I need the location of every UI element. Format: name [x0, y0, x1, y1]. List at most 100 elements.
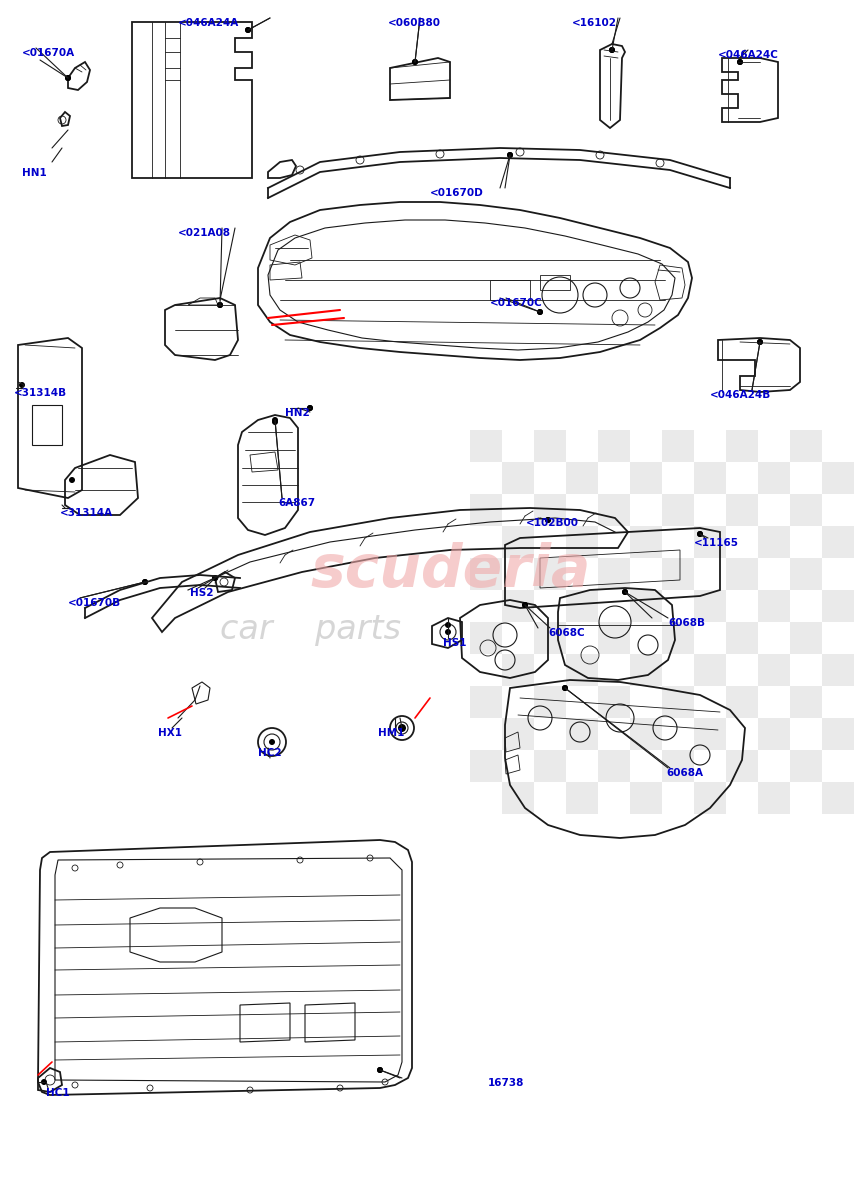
Circle shape: [507, 152, 513, 158]
Text: <01670A: <01670A: [22, 48, 75, 58]
Circle shape: [217, 302, 223, 308]
Bar: [566, 526, 598, 558]
Bar: [566, 718, 598, 750]
Bar: [470, 750, 502, 782]
Bar: [502, 654, 534, 686]
Bar: [694, 462, 726, 494]
Bar: [822, 462, 854, 494]
Text: HC2: HC2: [258, 748, 281, 758]
Bar: [470, 622, 502, 654]
Circle shape: [609, 47, 615, 53]
Bar: [630, 462, 662, 494]
Bar: [630, 526, 662, 558]
Circle shape: [412, 59, 418, 65]
Circle shape: [545, 517, 551, 523]
Bar: [790, 686, 822, 718]
Bar: [694, 782, 726, 814]
Bar: [534, 558, 566, 590]
Bar: [726, 430, 758, 462]
Circle shape: [142, 578, 148, 584]
Bar: [502, 590, 534, 622]
Bar: [534, 430, 566, 462]
Bar: [822, 654, 854, 686]
Bar: [726, 622, 758, 654]
Circle shape: [522, 602, 528, 608]
Bar: [598, 622, 630, 654]
Bar: [758, 590, 790, 622]
Bar: [470, 494, 502, 526]
Bar: [694, 590, 726, 622]
Circle shape: [562, 685, 568, 691]
Circle shape: [19, 382, 25, 388]
Bar: [566, 782, 598, 814]
Circle shape: [697, 530, 703, 538]
Circle shape: [445, 622, 451, 628]
Text: HN1: HN1: [22, 168, 47, 178]
Text: 6068C: 6068C: [548, 628, 585, 638]
Bar: [630, 782, 662, 814]
Bar: [598, 686, 630, 718]
Circle shape: [398, 724, 406, 732]
Circle shape: [307, 404, 313, 410]
Circle shape: [737, 59, 743, 65]
Circle shape: [522, 602, 528, 608]
Bar: [534, 622, 566, 654]
Text: <31314B: <31314B: [14, 388, 68, 398]
Circle shape: [65, 74, 71, 80]
Bar: [534, 686, 566, 718]
Circle shape: [245, 26, 251, 32]
Circle shape: [622, 589, 628, 595]
Bar: [630, 590, 662, 622]
Bar: [502, 782, 534, 814]
Bar: [694, 526, 726, 558]
Text: HC1: HC1: [46, 1088, 69, 1098]
Bar: [758, 654, 790, 686]
Text: <01670B: <01670B: [68, 598, 121, 608]
Bar: [790, 622, 822, 654]
Text: <11165: <11165: [694, 538, 739, 548]
Bar: [470, 558, 502, 590]
Text: <16102: <16102: [572, 18, 617, 28]
Text: 16738: 16738: [488, 1078, 525, 1088]
Bar: [534, 494, 566, 526]
Bar: [470, 430, 502, 462]
Text: HS1: HS1: [443, 638, 467, 648]
Circle shape: [377, 1067, 383, 1073]
Circle shape: [272, 419, 278, 425]
Bar: [662, 750, 694, 782]
Text: <102B00: <102B00: [526, 518, 579, 528]
Text: 6068A: 6068A: [666, 768, 703, 778]
Bar: [726, 686, 758, 718]
Bar: [502, 718, 534, 750]
Bar: [822, 526, 854, 558]
Bar: [598, 430, 630, 462]
Bar: [758, 526, 790, 558]
Bar: [822, 590, 854, 622]
Bar: [630, 718, 662, 750]
Text: HS2: HS2: [190, 588, 214, 598]
Bar: [758, 718, 790, 750]
Circle shape: [269, 739, 275, 745]
Bar: [662, 430, 694, 462]
Text: scuderia: scuderia: [310, 541, 591, 599]
Bar: [502, 526, 534, 558]
Bar: [662, 686, 694, 718]
Text: HX1: HX1: [158, 728, 182, 738]
Bar: [790, 430, 822, 462]
Bar: [822, 782, 854, 814]
Circle shape: [757, 338, 763, 346]
Bar: [790, 494, 822, 526]
Circle shape: [737, 59, 743, 65]
Circle shape: [69, 476, 75, 482]
Circle shape: [507, 152, 513, 158]
Circle shape: [609, 47, 615, 53]
Bar: [534, 750, 566, 782]
Bar: [598, 750, 630, 782]
Bar: [598, 494, 630, 526]
Circle shape: [212, 575, 218, 581]
Circle shape: [65, 74, 71, 80]
Bar: [566, 654, 598, 686]
Bar: [790, 750, 822, 782]
Circle shape: [537, 308, 543, 314]
Circle shape: [217, 302, 223, 308]
